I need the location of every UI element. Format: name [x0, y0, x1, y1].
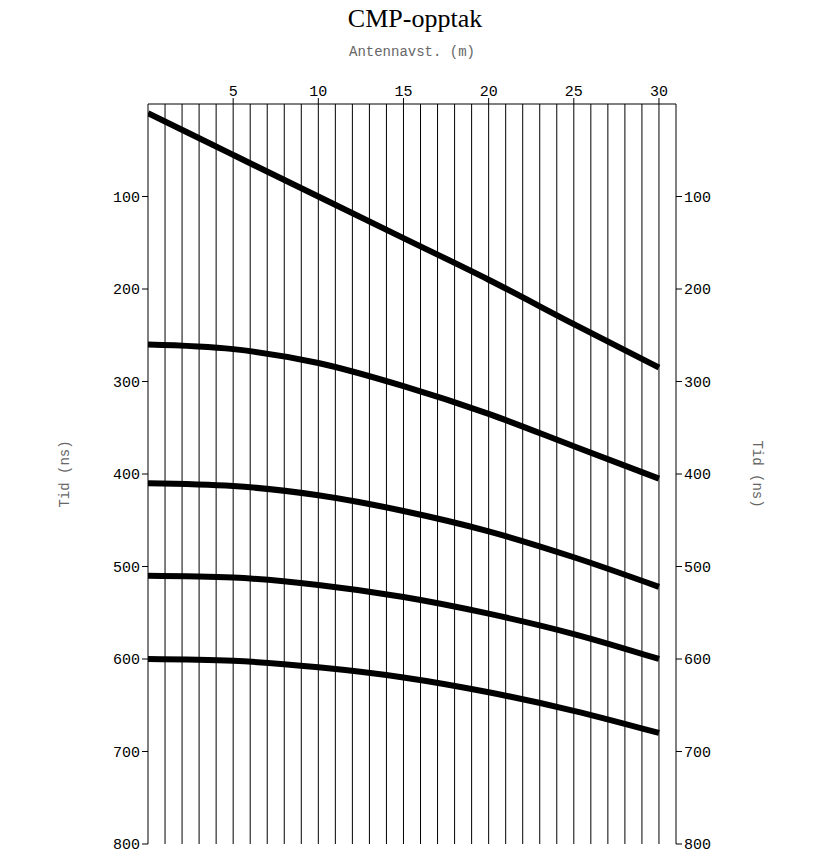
svg-text:20: 20	[480, 84, 498, 101]
svg-text:600: 600	[684, 652, 711, 669]
svg-text:15: 15	[394, 84, 412, 101]
svg-text:200: 200	[684, 282, 711, 299]
svg-text:Tid (ns): Tid (ns)	[57, 440, 73, 507]
svg-text:300: 300	[113, 375, 140, 392]
svg-text:10: 10	[309, 84, 327, 101]
svg-text:600: 600	[113, 652, 140, 669]
svg-text:5: 5	[229, 84, 238, 101]
html-text:CMP-opptak: CMP-opptak	[347, 4, 483, 33]
svg-text:200: 200	[113, 282, 140, 299]
svg-text:Tid (ns): Tid (ns)	[749, 440, 765, 507]
svg-text:Antennavst. (m): Antennavst. (m)	[349, 44, 475, 60]
svg-text:100: 100	[113, 190, 140, 207]
svg-text:700: 700	[113, 745, 140, 762]
svg-text:500: 500	[113, 560, 140, 577]
svg-text:30: 30	[650, 84, 668, 101]
svg-text:100: 100	[684, 190, 711, 207]
svg-text:700: 700	[684, 745, 711, 762]
svg-text:400: 400	[684, 467, 711, 484]
svg-text:300: 300	[684, 375, 711, 392]
svg-text:800: 800	[684, 837, 711, 854]
svg-text:25: 25	[565, 84, 583, 101]
svg-text:800: 800	[113, 837, 140, 854]
svg-text:400: 400	[113, 467, 140, 484]
svg-text:500: 500	[684, 560, 711, 577]
